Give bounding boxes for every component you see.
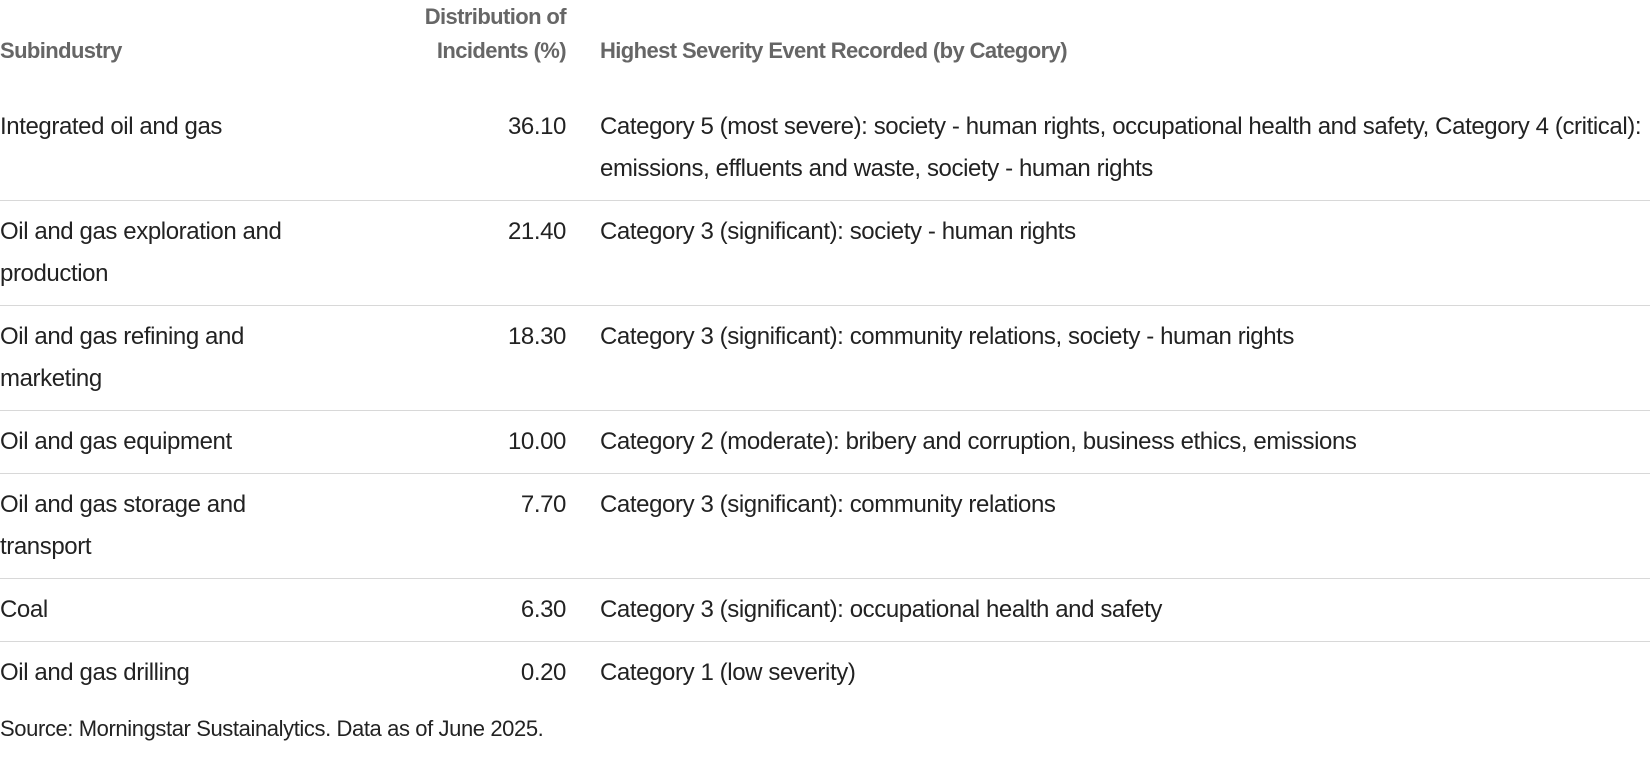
severity-cell: Category 3 (significant): society - huma…: [566, 200, 1650, 306]
distribution-cell: 0.20: [318, 641, 566, 704]
subindustry-cell: Integrated oil and gas: [0, 113, 223, 140]
distribution-cell: 21.40: [318, 200, 566, 306]
subindustry-cell: Oil and gas exploration and production: [0, 200, 318, 306]
subindustry-cell: Coal: [0, 578, 318, 642]
column-header: Subindustry: [0, 38, 122, 63]
column-header: Distribution of Incidents (%): [318, 0, 567, 96]
severity-cell: Category 3 (significant): community rela…: [566, 305, 1650, 411]
table-row: Oil and gas equipment 10.00 Category 2 (mo…: [0, 410, 1650, 474]
source-note: Source: Morningstar Sustainalytics. Data…: [0, 716, 544, 741]
distribution-cell: 36.10: [507, 113, 566, 140]
severity-cell: Category 1 (low severity): [566, 641, 1650, 704]
distribution-cell: 10.00: [318, 410, 566, 474]
distribution-cell: 18.30: [318, 305, 566, 411]
distribution-cell: 6.30: [318, 578, 566, 642]
subindustry-cell: Oil and gas storage and transport: [0, 473, 318, 579]
table-body: Integrated oil and gas 36.10 Category 5 (m…: [0, 96, 1650, 704]
severity-cell: Category 3 (significant): community rela…: [566, 473, 1650, 579]
table-row: Oil and gas storage and transport 7.70 Cat…: [0, 473, 1650, 579]
table-row: Integrated oil and gas 36.10 Category 5 (m…: [0, 96, 1650, 201]
column-header: Highest Severity Event Recorded (by Cate…: [600, 38, 1068, 63]
severity-cell: Category 2 (moderate): bribery and corru…: [566, 410, 1650, 474]
severity-cell: Category 5 (most severe): society - huma…: [600, 113, 1642, 182]
severity-cell: Category 3 (significant): occupational h…: [566, 578, 1650, 642]
data-table: Subindustry Distribution of Incidents (%…: [0, 0, 1650, 704]
table-row: Oil and gas drilling 0.20 Category 1 (low …: [0, 641, 1650, 704]
header-row: Subindustry Distribution of Incidents (%…: [0, 0, 1650, 96]
distribution-cell: 7.70: [318, 473, 566, 579]
table-header: Subindustry Distribution of Incidents (%…: [0, 0, 1650, 96]
subindustry-cell: Oil and gas equipment: [0, 410, 318, 474]
subindustry-cell: Oil and gas refining and marketing: [0, 305, 318, 411]
table-row: Coal 6.30 Category 3 (significant): occupa…: [0, 578, 1650, 642]
table-row: Oil and gas exploration and production 21…: [0, 200, 1650, 306]
table-row: Oil and gas refining and marketing 18.30 C…: [0, 305, 1650, 411]
column-header-text: Distribution of Incidents (%): [424, 4, 567, 63]
subindustry-cell: Oil and gas drilling: [0, 641, 318, 704]
